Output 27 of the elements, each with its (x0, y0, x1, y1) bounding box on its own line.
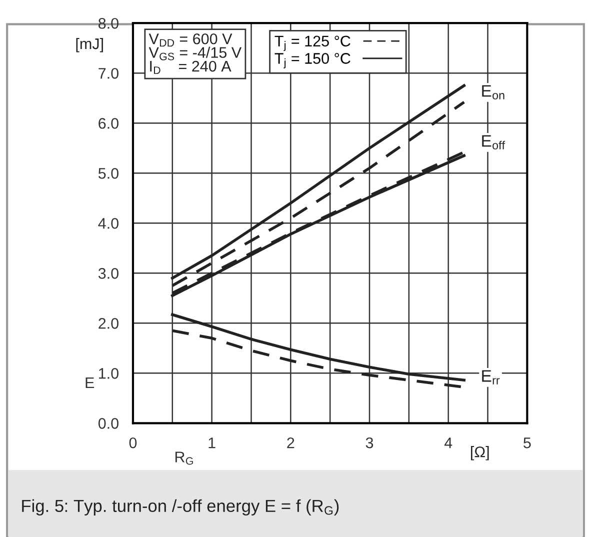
y-tick-label: 7.0 (98, 68, 118, 79)
text: [mJ] (76, 38, 103, 52)
x-tick-label: 1 (208, 438, 216, 448)
y-tick-label: 0.0 (98, 418, 118, 429)
legend-label: T$_{j}$ = 125 °C (274, 36, 350, 51)
y-axis-title: E (86, 377, 94, 388)
y-tick-label: 6.0 (98, 118, 118, 129)
annotation: E$_{rr}$ (482, 370, 500, 384)
legend-label: T$_{j}$ = 150 °C (274, 53, 350, 68)
y-tick-label: 8.0 (98, 18, 118, 29)
y-tick-label: 2.0 (98, 318, 118, 329)
x-tick-label: 2 (287, 437, 294, 448)
line-series (171, 313, 466, 382)
x-tick-label: 4 (444, 438, 452, 448)
text: Fig. 5: Typ. turn-on /-off energy E = f (R$_{G}$) (22, 499, 339, 516)
x-axis-title: R$_{G}$ (175, 452, 193, 465)
text: [Ω] (471, 446, 489, 460)
text: V$_{DD}$ = 600 V V$_{GS}$ = -4/15 V I$_{D}$ = 240 A (148, 33, 242, 74)
annotation: E$_{off}$ (482, 135, 506, 150)
y-tick-label: 4.0 (98, 218, 118, 229)
y-tick-label: 1.0 (99, 368, 118, 379)
x-tick-label: 5 (524, 438, 531, 448)
y-tick-label: 5.0 (98, 168, 118, 179)
x-tick-label: 0 (129, 437, 137, 448)
x-tick-label: 3 (366, 437, 374, 448)
y-tick-label: 3.0 (98, 268, 118, 279)
annotation: E$_{on}$ (482, 85, 504, 100)
